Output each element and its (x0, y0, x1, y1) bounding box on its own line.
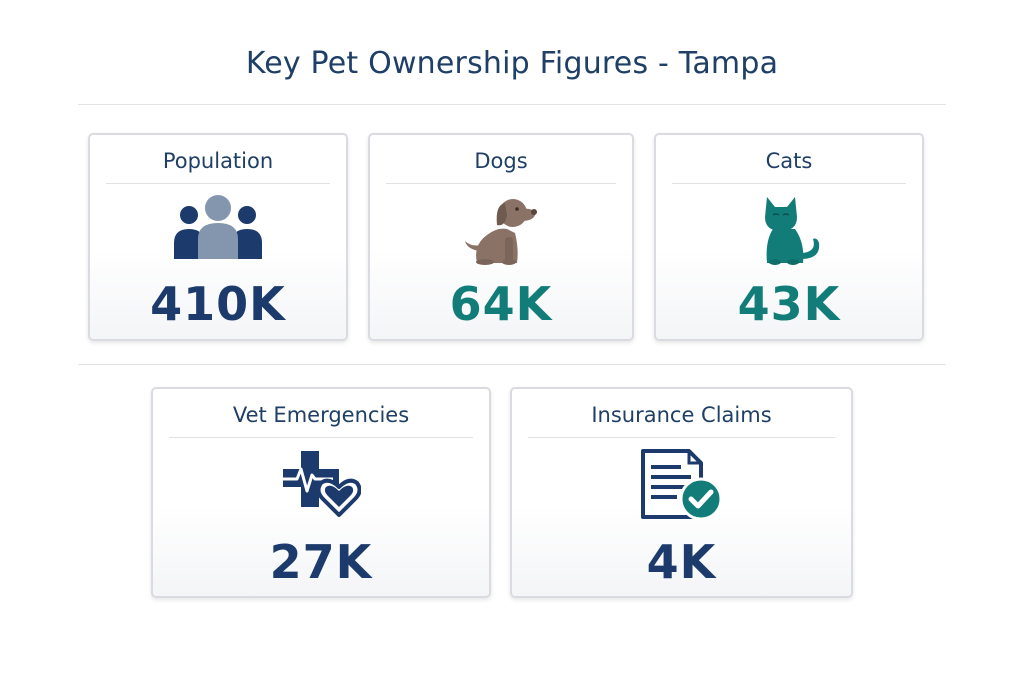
card-divider (169, 437, 473, 438)
stat-card-label: Insurance Claims (591, 403, 772, 427)
card-divider (386, 183, 616, 184)
stat-value: 43K (737, 277, 841, 331)
cat-icon (753, 193, 825, 269)
stat-card-label: Population (162, 149, 274, 173)
stat-value: 4K (646, 535, 717, 589)
page-title: Key Pet Ownership Figures - Tampa (245, 46, 779, 81)
people-icon (172, 193, 264, 265)
medical-cross-heart-icon (281, 447, 362, 523)
dog-icon (461, 193, 541, 269)
stat-value: 410K (150, 277, 286, 331)
card-divider (528, 437, 835, 438)
top-divider (78, 104, 946, 105)
stat-card-label: Cats (765, 149, 813, 173)
stat-value: 27K (269, 535, 373, 589)
document-check-icon (639, 447, 725, 525)
stat-card-vet-emergencies: Vet Emergencies 27K (151, 387, 491, 598)
card-divider (106, 183, 330, 184)
stat-card-insurance-claims: Insurance Claims 4K (510, 387, 853, 598)
stat-card-cats: Cats 43K (654, 133, 924, 341)
stat-card-label: Vet Emergencies (232, 403, 410, 427)
stat-value: 64K (449, 277, 553, 331)
middle-divider (78, 364, 946, 365)
stat-card-label: Dogs (474, 149, 528, 173)
stat-card-population: Population 410K (88, 133, 348, 341)
card-divider (672, 183, 906, 184)
stat-card-dogs: Dogs 64K (368, 133, 634, 341)
